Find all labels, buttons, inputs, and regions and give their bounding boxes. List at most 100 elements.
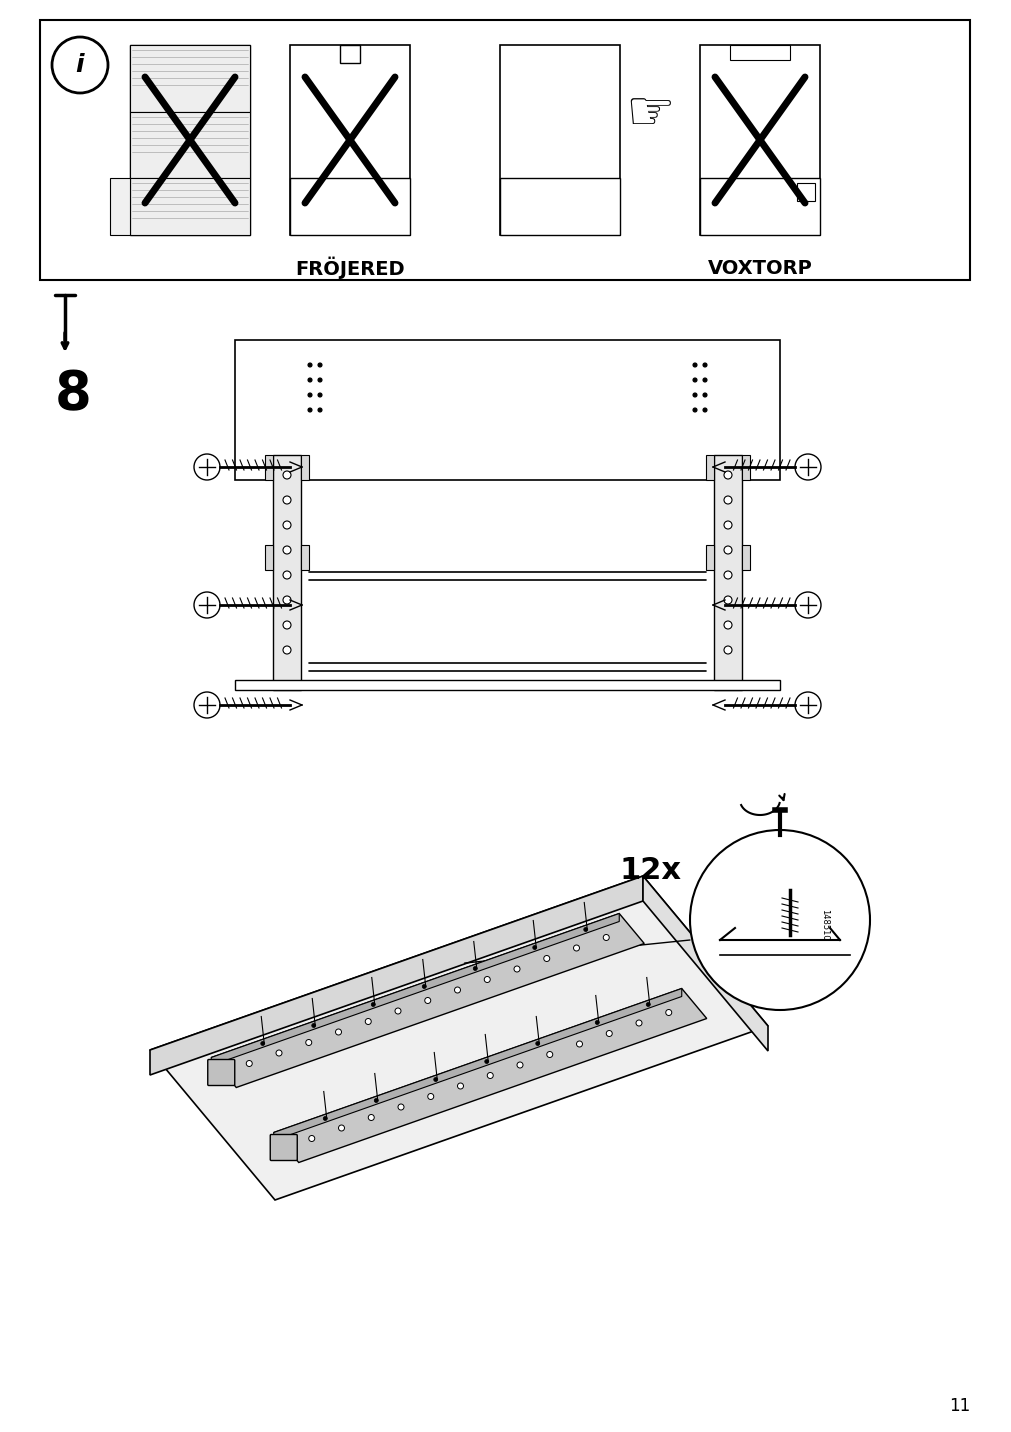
Circle shape xyxy=(317,378,321,382)
Circle shape xyxy=(723,646,731,654)
Bar xyxy=(797,183,814,200)
Circle shape xyxy=(723,571,731,579)
Circle shape xyxy=(473,967,477,971)
Circle shape xyxy=(276,1050,282,1055)
Circle shape xyxy=(703,378,707,382)
Circle shape xyxy=(311,1024,315,1028)
Circle shape xyxy=(261,1041,265,1045)
Polygon shape xyxy=(274,988,681,1140)
Bar xyxy=(235,339,779,480)
Circle shape xyxy=(543,955,549,961)
Bar xyxy=(741,546,749,570)
Polygon shape xyxy=(274,988,706,1163)
Circle shape xyxy=(635,1020,641,1025)
Circle shape xyxy=(52,37,108,93)
Bar xyxy=(300,455,308,480)
Text: ☞: ☞ xyxy=(625,87,674,142)
Circle shape xyxy=(283,596,291,604)
Text: VOXTORP: VOXTORP xyxy=(707,259,812,278)
Text: FRÖJERED: FRÖJERED xyxy=(295,256,404,279)
Circle shape xyxy=(703,408,707,412)
Circle shape xyxy=(703,392,707,397)
Circle shape xyxy=(457,1083,463,1088)
Polygon shape xyxy=(211,914,619,1065)
Circle shape xyxy=(368,1114,374,1120)
Circle shape xyxy=(246,1061,252,1067)
Circle shape xyxy=(693,408,697,412)
Circle shape xyxy=(454,987,460,992)
Circle shape xyxy=(338,1126,344,1131)
Bar xyxy=(340,44,360,63)
Circle shape xyxy=(283,546,291,554)
Circle shape xyxy=(283,521,291,528)
Circle shape xyxy=(422,985,426,988)
Circle shape xyxy=(374,1098,378,1103)
Circle shape xyxy=(546,1051,552,1057)
Polygon shape xyxy=(150,876,642,1075)
Bar xyxy=(129,112,250,178)
Bar xyxy=(714,455,741,690)
Text: 8: 8 xyxy=(55,368,92,420)
Bar xyxy=(700,178,819,235)
Bar xyxy=(110,178,129,235)
Circle shape xyxy=(514,967,520,972)
Circle shape xyxy=(723,471,731,478)
Circle shape xyxy=(723,546,731,554)
Circle shape xyxy=(795,454,820,480)
Circle shape xyxy=(484,1060,488,1064)
Circle shape xyxy=(425,998,431,1004)
Circle shape xyxy=(606,1031,612,1037)
Bar xyxy=(129,44,250,235)
Text: i: i xyxy=(76,53,84,77)
Circle shape xyxy=(317,392,321,397)
Polygon shape xyxy=(211,914,644,1087)
Circle shape xyxy=(307,378,311,382)
Circle shape xyxy=(317,362,321,367)
Circle shape xyxy=(428,1094,434,1100)
Circle shape xyxy=(703,362,707,367)
Bar xyxy=(129,44,250,112)
Circle shape xyxy=(283,571,291,579)
Circle shape xyxy=(484,977,489,982)
Circle shape xyxy=(723,621,731,629)
Circle shape xyxy=(693,378,697,382)
Bar xyxy=(265,546,273,570)
Bar xyxy=(290,178,409,235)
Text: 11: 11 xyxy=(947,1398,969,1415)
Text: 12x: 12x xyxy=(620,855,681,885)
Circle shape xyxy=(397,1104,403,1110)
Circle shape xyxy=(532,945,536,949)
Circle shape xyxy=(394,1008,400,1014)
Circle shape xyxy=(573,945,579,951)
Circle shape xyxy=(665,1010,671,1015)
Circle shape xyxy=(723,596,731,604)
FancyBboxPatch shape xyxy=(270,1134,297,1160)
Circle shape xyxy=(194,454,219,480)
Circle shape xyxy=(723,495,731,504)
Circle shape xyxy=(795,591,820,619)
Circle shape xyxy=(307,392,311,397)
FancyBboxPatch shape xyxy=(207,1060,235,1085)
Circle shape xyxy=(194,591,219,619)
Bar xyxy=(273,455,300,690)
Bar xyxy=(235,680,779,690)
Circle shape xyxy=(307,362,311,367)
Bar xyxy=(706,455,714,480)
Circle shape xyxy=(308,1136,314,1141)
Circle shape xyxy=(583,928,587,931)
Polygon shape xyxy=(150,876,767,1200)
Bar xyxy=(300,546,308,570)
Text: 148510: 148510 xyxy=(820,909,829,941)
Bar xyxy=(499,44,620,235)
Circle shape xyxy=(517,1063,523,1068)
Circle shape xyxy=(323,1117,327,1120)
Circle shape xyxy=(194,692,219,717)
Circle shape xyxy=(576,1041,582,1047)
Circle shape xyxy=(305,1040,311,1045)
Circle shape xyxy=(371,1002,375,1007)
Bar xyxy=(129,178,250,235)
Circle shape xyxy=(646,1002,650,1007)
Bar xyxy=(265,455,273,480)
Circle shape xyxy=(283,495,291,504)
Circle shape xyxy=(365,1018,371,1024)
